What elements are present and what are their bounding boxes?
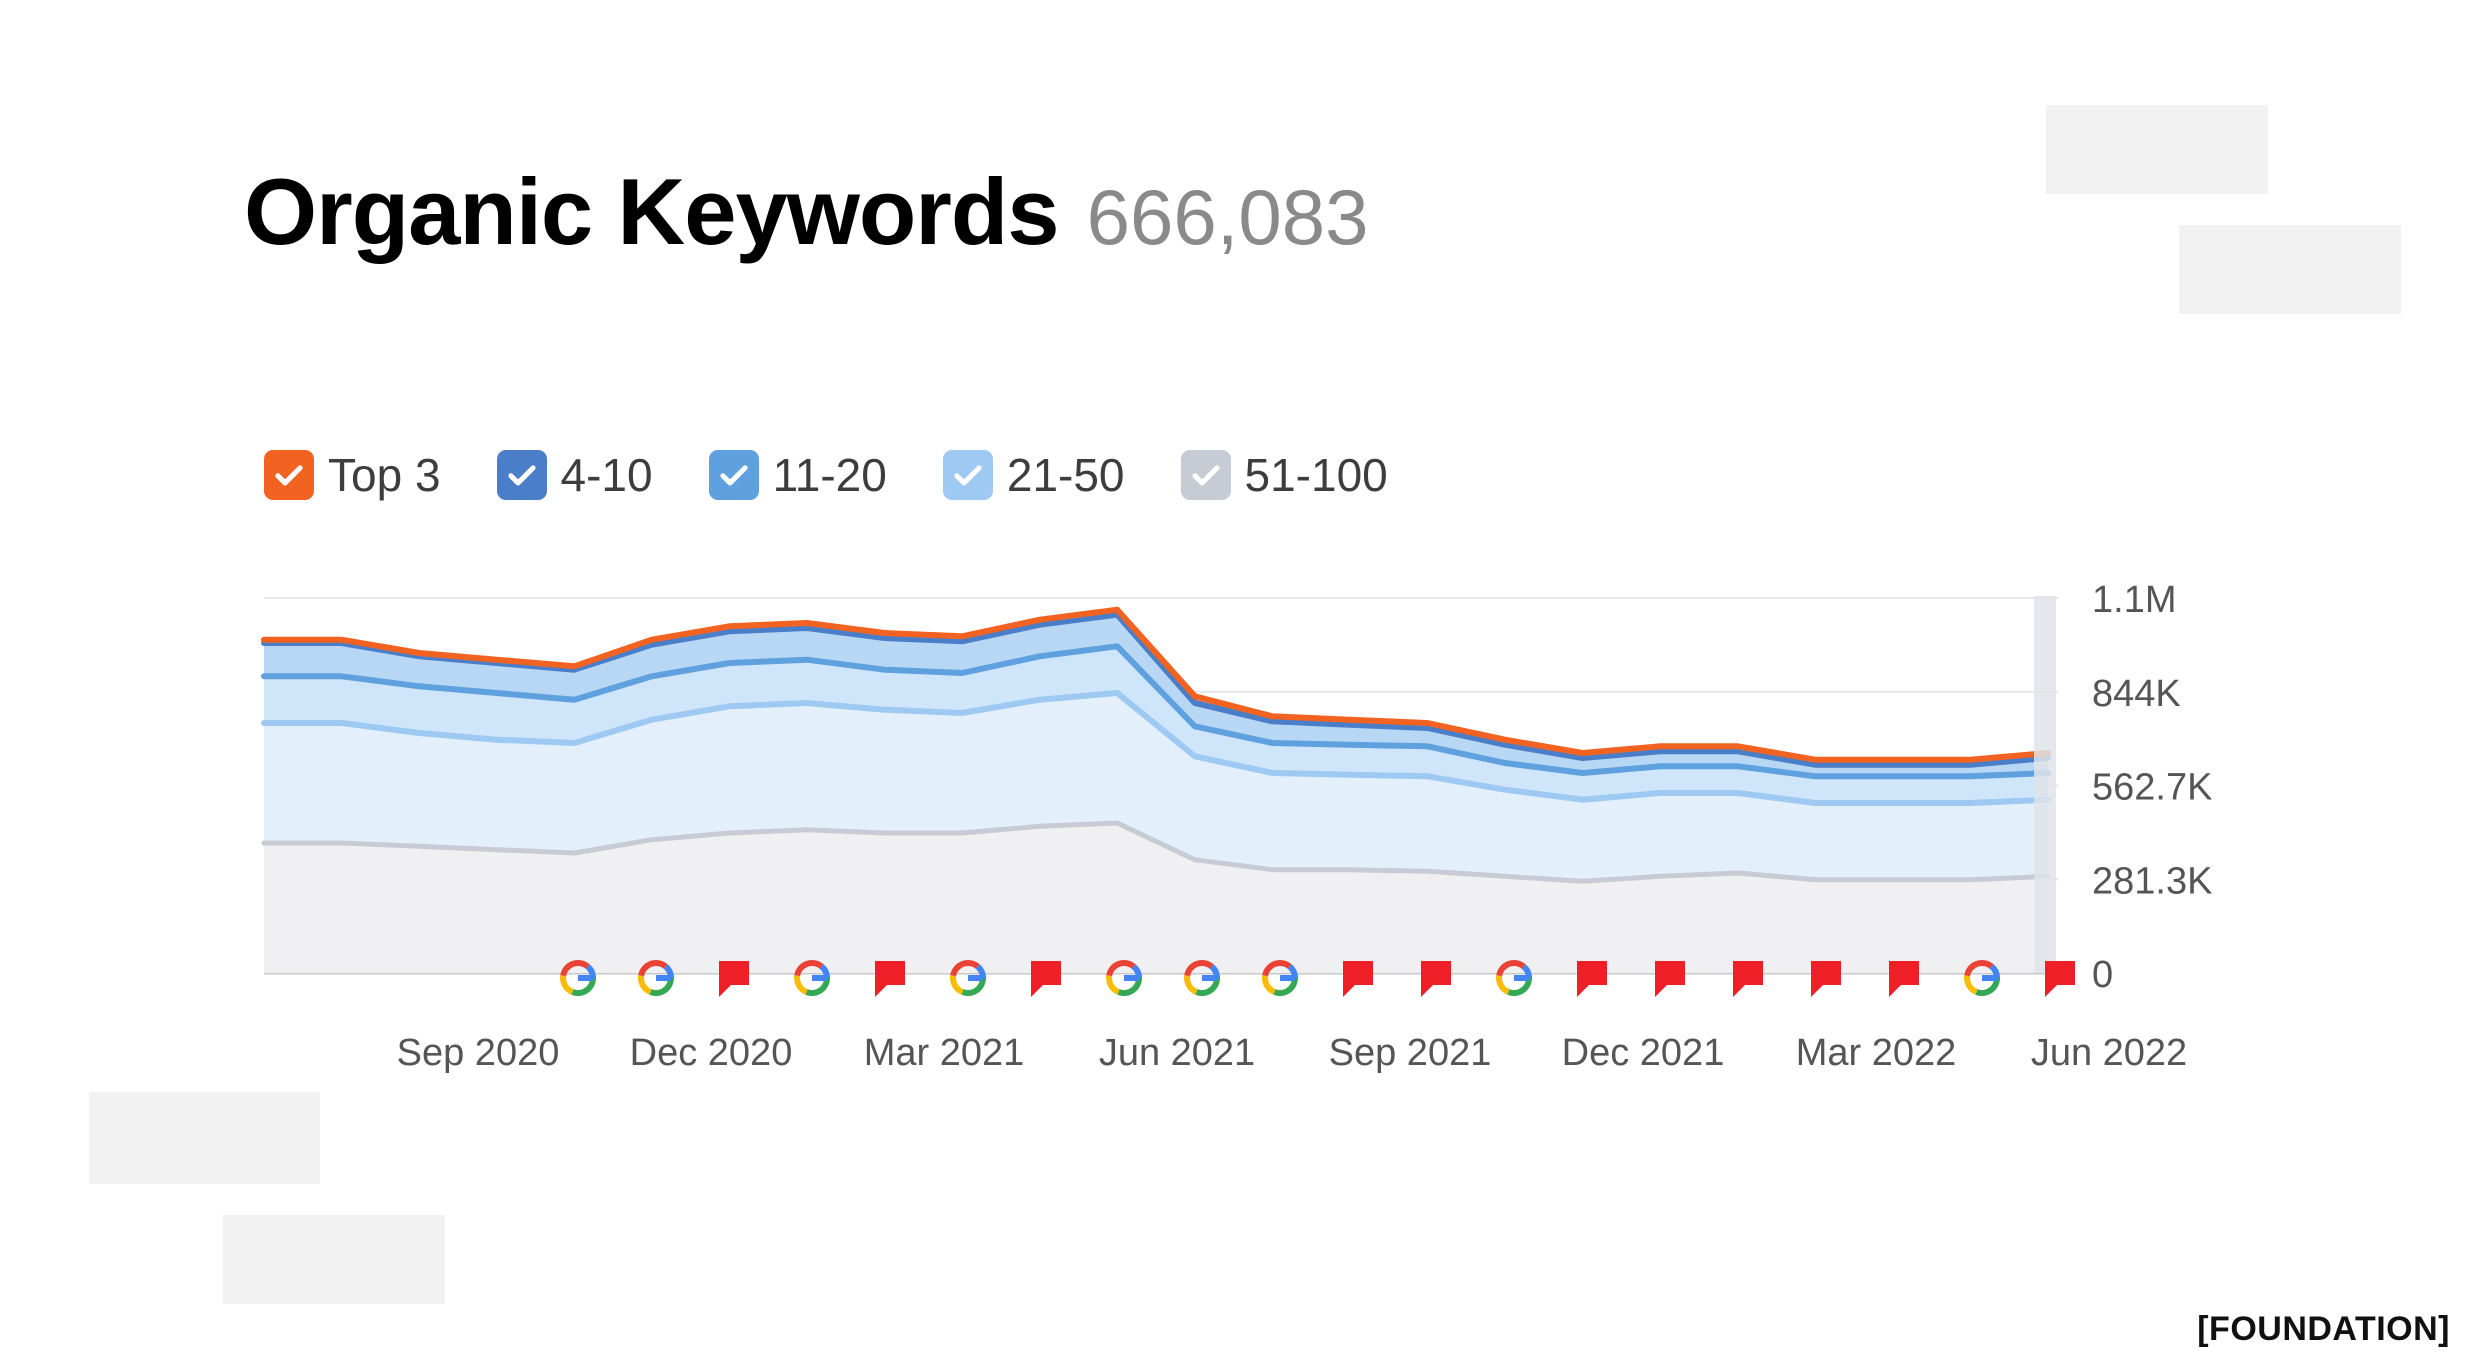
y-tick-label: 281.3K (2092, 860, 2212, 902)
chart-legend: Top 3 4-10 11-20 21-50 51-100 (264, 448, 1388, 502)
checkbox-checked-icon[interactable] (496, 450, 547, 500)
flag-annotation-icon (1889, 961, 1919, 997)
legend-item-11-20[interactable]: 11-20 (708, 448, 887, 502)
flag-annotation-icon (1343, 961, 1373, 997)
placeholder-block (223, 1215, 445, 1304)
area-51-100 (264, 823, 2048, 973)
google-update-icon (1262, 960, 1298, 996)
series-line-21-50 (261, 690, 2051, 806)
checkbox-checked-icon[interactable] (1180, 450, 1231, 500)
y-tick-label: 562.7K (2092, 767, 2212, 809)
checkbox-checked-icon[interactable] (942, 450, 993, 500)
area-11-20 (264, 646, 2048, 803)
y-tick-label: 844K (2092, 673, 2181, 715)
legend-label: 11-20 (772, 449, 887, 501)
placeholder-block (2179, 225, 2401, 314)
flag-annotation-icon (1655, 961, 1685, 997)
placeholder-block (89, 1092, 320, 1184)
legend-item-4-10[interactable]: 4-10 (496, 448, 653, 502)
x-tick-label: Dec 2020 (630, 1032, 793, 1074)
keyword-count: 666,083 (1086, 173, 1369, 261)
legend-label: 51-100 (1244, 449, 1388, 501)
google-update-icon (1184, 960, 1220, 996)
hover-cursor-band (2034, 596, 2056, 973)
series-line-4-10 (261, 611, 2051, 768)
flag-annotation-icon (1421, 961, 1451, 997)
x-tick-label: Dec 2021 (1562, 1032, 1725, 1074)
x-tick-label: Mar 2021 (864, 1032, 1025, 1074)
series-line-51-100 (261, 820, 2051, 884)
legend-item-51-100[interactable]: 51-100 (1180, 448, 1388, 502)
brand-logo: [FOUNDATION] (2197, 1310, 2450, 1348)
google-update-icon (794, 960, 830, 996)
flag-annotation-icon (875, 961, 905, 997)
y-tick-label: 0 (2092, 954, 2113, 996)
x-tick-label: Mar 2022 (1796, 1032, 1957, 1074)
google-update-icon (638, 960, 674, 996)
legend-label: 21-50 (1006, 449, 1125, 501)
x-tick-label: Jun 2021 (1099, 1032, 1255, 1074)
x-tick-label: Sep 2020 (397, 1032, 560, 1074)
series-line-top-3 (261, 606, 2051, 763)
x-tick-label: Jun 2022 (2031, 1032, 2187, 1074)
legend-label: 4-10 (560, 449, 653, 501)
google-update-icon (1106, 960, 1142, 996)
series-line-11-20 (261, 643, 2051, 780)
legend-item-top-3[interactable]: Top 3 (264, 448, 441, 502)
area-4-10 (264, 614, 2048, 777)
flag-annotation-icon (2045, 961, 2075, 997)
x-tick-label: Sep 2021 (1329, 1032, 1492, 1074)
google-update-icon (560, 960, 596, 996)
title-row: Organic Keywords 666,083 (244, 158, 1369, 266)
google-update-icon (1496, 960, 1532, 996)
page-title: Organic Keywords (244, 159, 1060, 264)
flag-annotation-icon (1577, 961, 1607, 997)
flag-annotation-icon (1811, 961, 1841, 997)
placeholder-block (2046, 105, 2268, 194)
legend-item-21-50[interactable]: 21-50 (942, 448, 1125, 502)
flag-annotation-icon (1733, 961, 1763, 997)
checkbox-checked-icon[interactable] (708, 450, 759, 500)
y-tick-label: 1.1M (2092, 579, 2176, 621)
flag-annotation-icon (1031, 961, 1061, 997)
flag-annotation-icon (719, 961, 749, 997)
google-update-icon (950, 960, 986, 996)
checkbox-checked-icon[interactable] (264, 450, 314, 500)
google-update-icon (1964, 960, 2000, 996)
legend-label: Top 3 (328, 449, 441, 501)
